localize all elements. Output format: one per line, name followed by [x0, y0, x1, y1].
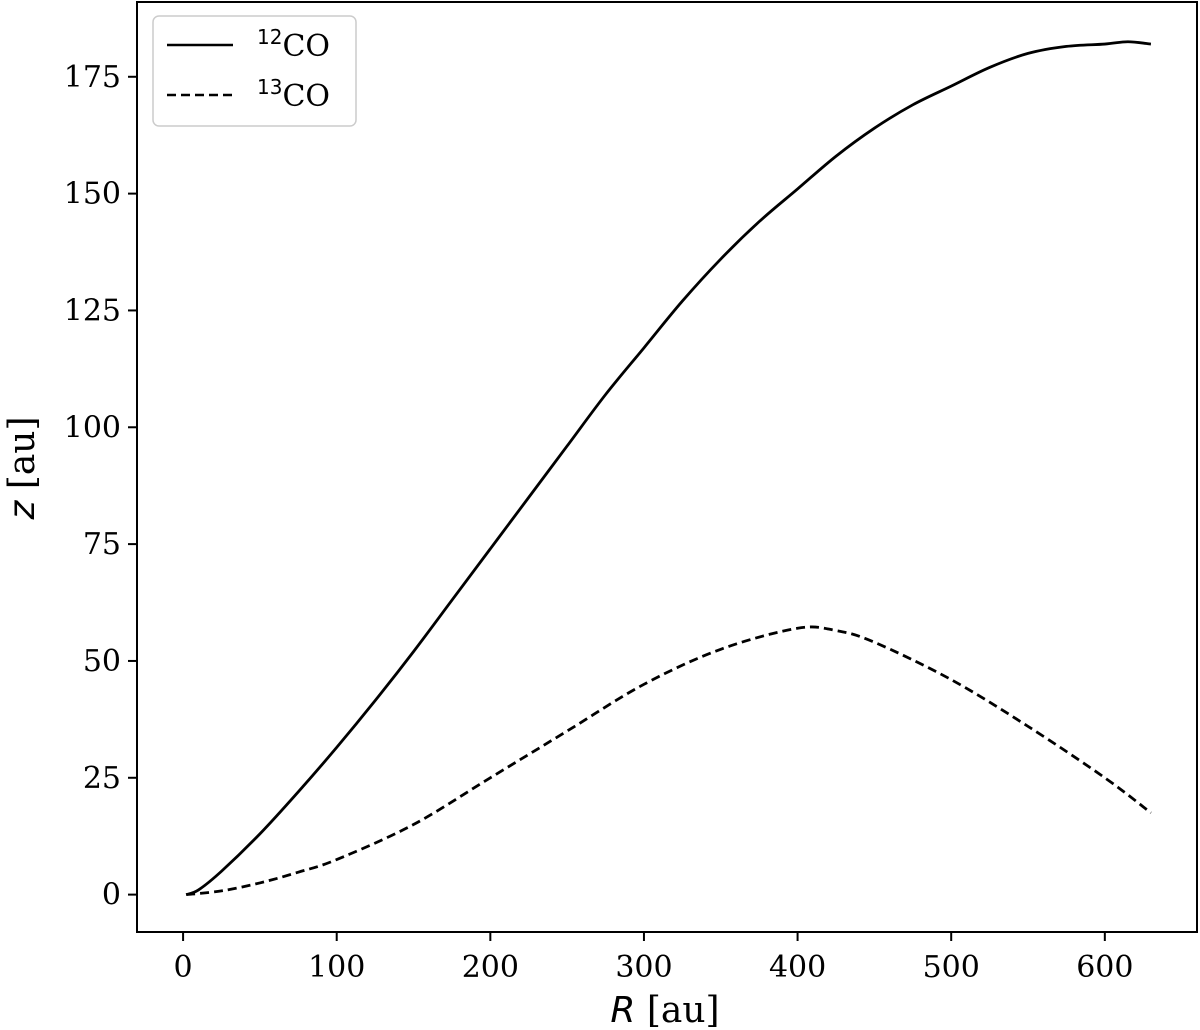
series-layer	[185, 40, 1152, 897]
x-axis-unit: [au]	[635, 990, 719, 1030]
x-tick-label: 200	[462, 950, 519, 985]
legend-12co-name: CO	[282, 29, 330, 64]
y-tick-label: 125	[64, 293, 121, 328]
y-tick-label: 150	[64, 177, 121, 212]
y-tick-label: 100	[64, 410, 121, 445]
x-tick-label: 500	[923, 950, 980, 985]
legend-box	[152, 15, 357, 127]
plot-frame	[136, 1, 1198, 933]
x-tick-label: 300	[615, 950, 672, 985]
series-line-12co	[185, 40, 1152, 896]
legend-12co-sup: 12	[257, 25, 282, 49]
x-tick-label: 100	[308, 950, 365, 985]
x-axis-label: R [au]	[610, 990, 719, 1030]
legend: 12CO 13CO	[152, 15, 357, 127]
x-axis: 0 100 200 300 400 500 600	[174, 932, 1133, 985]
y-tick-label: 50	[83, 644, 121, 679]
y-axis: 0 25 50 75 100 125 150 175	[64, 60, 137, 913]
legend-entry-13co: 13CO	[257, 75, 330, 114]
y-tick-label: 25	[83, 761, 121, 796]
legend-entry-12co: 12CO	[257, 25, 330, 64]
y-axis-unit: [au]	[2, 416, 43, 500]
y-tick-label: 0	[102, 878, 121, 913]
y-tick-label: 75	[83, 527, 121, 562]
y-axis-label: z [au]	[2, 416, 43, 520]
x-axis-variable: R	[610, 990, 635, 1030]
x-tick-label: 400	[769, 950, 826, 985]
legend-13co-sup: 13	[257, 75, 282, 99]
y-axis-variable: z	[2, 500, 43, 521]
legend-13co-name: CO	[282, 79, 330, 114]
x-tick-label: 600	[1076, 950, 1133, 985]
y-tick-label: 175	[64, 60, 121, 95]
series-line-13co	[186, 625, 1152, 897]
x-tick-label: 0	[174, 950, 193, 985]
plot-area	[136, 1, 1198, 933]
